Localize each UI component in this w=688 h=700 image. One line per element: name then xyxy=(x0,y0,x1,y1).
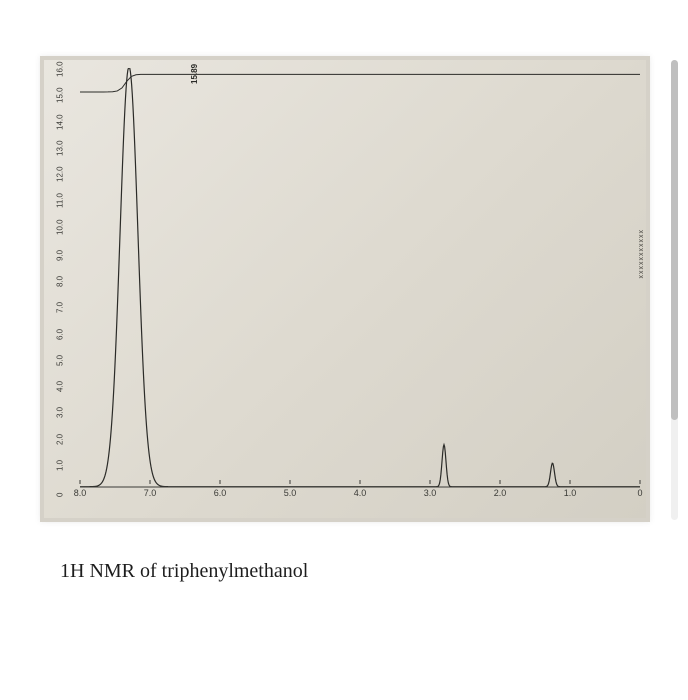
y-tick-label: 15.0 xyxy=(56,88,65,104)
x-tick-label: 2.0 xyxy=(494,488,507,498)
x-tick-label: 5.0 xyxy=(284,488,297,498)
y-tick-label: 10.0 xyxy=(56,219,65,235)
y-tick-label: 5.0 xyxy=(56,355,65,366)
scrollbar-track[interactable] xyxy=(671,60,678,520)
y-tick-label: 14.0 xyxy=(56,114,65,130)
x-tick-label: 1.0 xyxy=(564,488,577,498)
nmr-paper: 15.89 8.07.06.05.04.03.02.01.00 01.02.03… xyxy=(44,60,646,518)
y-tick-label: 16.0 xyxy=(56,61,65,77)
y-tick-label: 3.0 xyxy=(56,407,65,418)
spectrum-svg xyxy=(80,68,640,488)
scrollbar-thumb[interactable] xyxy=(671,60,678,420)
right-edge-text: xxxxxxxxxxx xyxy=(637,230,644,280)
x-tick-label: 8.0 xyxy=(74,488,87,498)
x-tick-label: 7.0 xyxy=(144,488,157,498)
y-tick-label: 0 xyxy=(56,493,65,497)
x-tick-label: 0 xyxy=(637,488,642,498)
y-tick-label: 2.0 xyxy=(56,433,65,444)
x-axis: 8.07.06.05.04.03.02.01.00 xyxy=(80,484,640,498)
y-tick-label: 4.0 xyxy=(56,381,65,392)
y-tick-label: 13.0 xyxy=(56,140,65,156)
y-tick-label: 8.0 xyxy=(56,276,65,287)
y-tick-label: 11.0 xyxy=(56,193,65,208)
y-tick-label: 1.0 xyxy=(56,460,65,471)
plot-area: 15.89 xyxy=(80,68,640,488)
y-tick-label: 9.0 xyxy=(56,250,65,261)
nmr-photo-container: 15.89 8.07.06.05.04.03.02.01.00 01.02.03… xyxy=(40,56,650,522)
y-tick-label: 12.0 xyxy=(56,166,65,182)
x-tick-label: 4.0 xyxy=(354,488,367,498)
x-tick-label: 3.0 xyxy=(424,488,437,498)
y-tick-label: 6.0 xyxy=(56,328,65,339)
y-axis: 01.02.03.04.05.06.07.08.09.010.011.012.0… xyxy=(60,68,74,488)
x-tick-label: 6.0 xyxy=(214,488,227,498)
caption: 1H NMR of triphenylmethanol xyxy=(60,560,308,583)
y-tick-label: 7.0 xyxy=(56,302,65,313)
integral-label: 15.89 xyxy=(190,64,199,84)
